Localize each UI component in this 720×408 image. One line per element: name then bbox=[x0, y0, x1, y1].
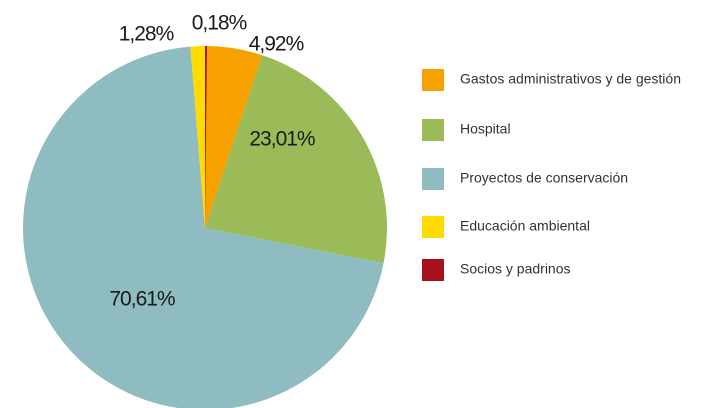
data-label: 23,01% bbox=[249, 128, 315, 151]
pie-slice bbox=[205, 46, 208, 228]
legend-swatch bbox=[422, 216, 444, 238]
data-label: 70,61% bbox=[109, 288, 175, 311]
data-label: 0,18% bbox=[192, 12, 247, 35]
pie-slice bbox=[205, 55, 388, 264]
pie-slice bbox=[205, 46, 263, 228]
data-label: 4,92% bbox=[249, 33, 304, 56]
pie-slice bbox=[23, 46, 384, 408]
legend-label: Gastos administrativos y de gestión bbox=[460, 71, 681, 87]
data-label: 1,28% bbox=[119, 23, 174, 46]
legend-swatch bbox=[422, 168, 444, 190]
legend-label: Proyectos de conservación bbox=[460, 170, 628, 186]
pie-slice bbox=[190, 46, 205, 228]
legend-label: Educación ambiental bbox=[460, 218, 590, 234]
legend-label: Hospital bbox=[460, 121, 511, 137]
legend-label: Socios y padrinos bbox=[460, 261, 571, 277]
legend-swatch bbox=[422, 69, 444, 91]
legend-swatch bbox=[422, 119, 444, 141]
legend-swatch bbox=[422, 259, 444, 281]
